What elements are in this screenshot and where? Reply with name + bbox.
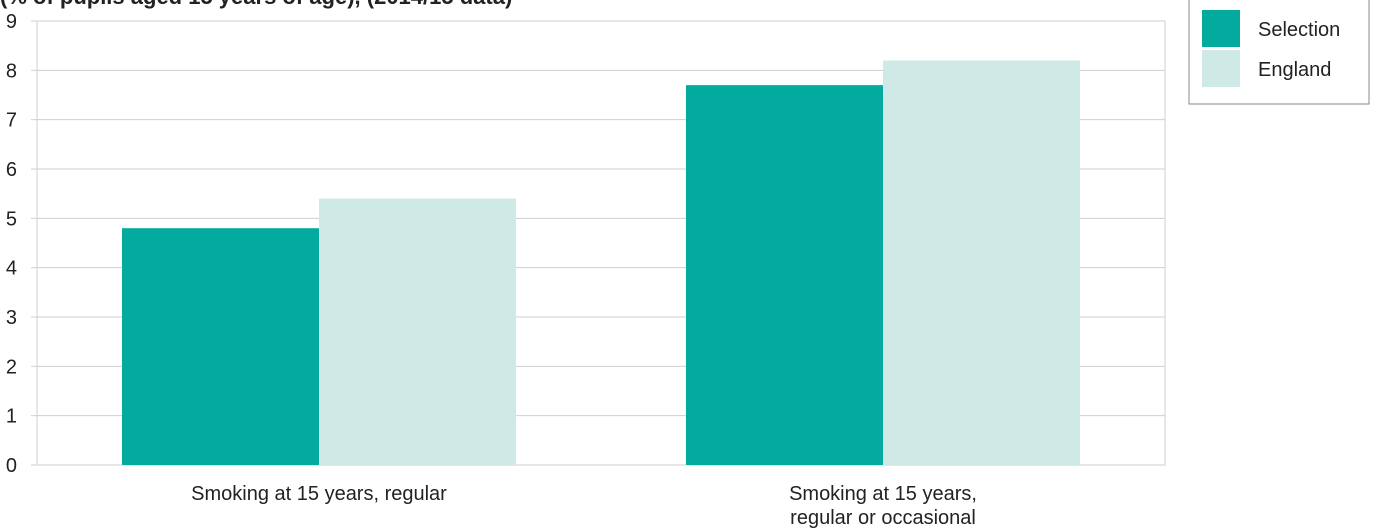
legend-label-england: England <box>1258 59 1331 81</box>
legend-swatch-selection <box>1202 10 1240 47</box>
y-tick-label: 5 <box>6 208 17 230</box>
legend-swatch-england <box>1202 50 1240 87</box>
y-tick-label: 8 <box>6 60 17 82</box>
x-category-label: regular or occasional <box>790 507 976 529</box>
y-tick-label: 6 <box>6 159 17 181</box>
y-tick-label: 4 <box>6 258 17 280</box>
chart-title: (% of pupils aged 15 years of age), (201… <box>0 0 512 9</box>
bar-england-1 <box>319 198 516 465</box>
bar-selection-1 <box>122 228 319 465</box>
legend-label-selection: Selection <box>1258 19 1340 41</box>
x-category-label: Smoking at 15 years, <box>789 483 977 505</box>
bars <box>122 60 1080 465</box>
x-category-label: Smoking at 15 years, regular <box>191 483 447 505</box>
y-tick-label: 3 <box>6 307 17 329</box>
y-axis-ticks: 0 1 2 3 4 5 6 7 8 9 <box>6 11 37 477</box>
y-tick-label: 2 <box>6 356 17 378</box>
bar-england-2 <box>883 60 1080 465</box>
y-tick-label: 1 <box>6 406 17 428</box>
legend: Selection England <box>1188 0 1370 105</box>
bar-selection-2 <box>686 85 883 465</box>
y-tick-label: 0 <box>6 455 17 477</box>
y-tick-label: 9 <box>6 11 17 33</box>
y-tick-label: 7 <box>6 110 17 132</box>
x-axis-labels: Smoking at 15 years, regular Smoking at 1… <box>191 483 977 529</box>
